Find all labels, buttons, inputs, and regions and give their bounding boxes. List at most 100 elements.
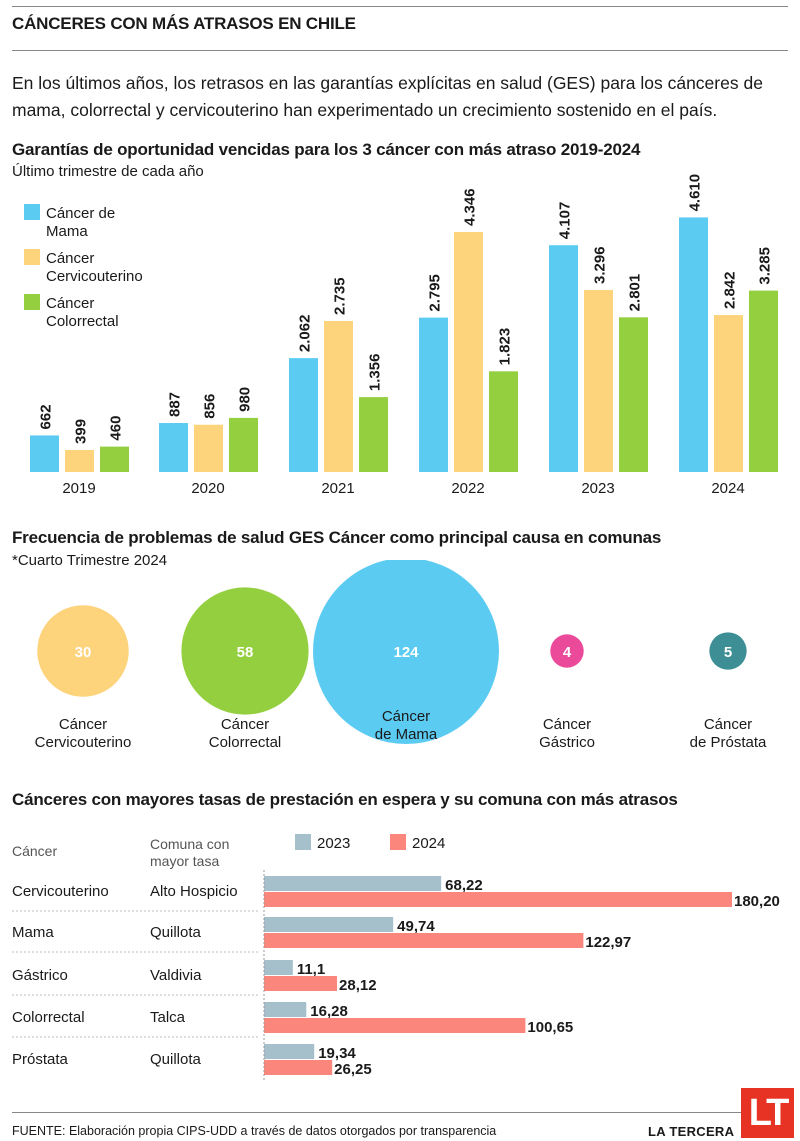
bar-value-label: 460 bbox=[108, 416, 125, 441]
bar-value-label: 2.842 bbox=[722, 272, 739, 310]
bar-value-label: 2.795 bbox=[427, 274, 444, 312]
bar-value-label: 399 bbox=[73, 419, 90, 444]
row-comuna-label: Talca bbox=[150, 1009, 186, 1026]
x-tick-label: 2021 bbox=[321, 480, 354, 497]
bar-value-label: 980 bbox=[237, 387, 254, 412]
bubble-colorrectal bbox=[181, 587, 309, 715]
bar-2023 bbox=[264, 917, 394, 932]
bubble-mama bbox=[313, 560, 499, 744]
row-comuna-label: Valdivia bbox=[150, 967, 202, 984]
bar-cervicouterino-2021 bbox=[324, 320, 353, 472]
footer-rule bbox=[12, 1112, 788, 1113]
section1-subtitle: Último trimestre de cada año bbox=[12, 163, 204, 180]
bar-mama-2024 bbox=[679, 217, 708, 472]
bubble-label: Cáncer bbox=[704, 716, 752, 733]
bar-2023 bbox=[264, 876, 442, 891]
row-cancer-label: Colorrectal bbox=[12, 1009, 85, 1026]
bar-2023-value: 68,22 bbox=[445, 877, 483, 894]
bar-2023-value: 16,28 bbox=[310, 1003, 348, 1020]
bar-2023 bbox=[264, 1044, 315, 1059]
x-tick-label: 2019 bbox=[62, 480, 95, 497]
annual-bar-chart: Cáncer deMamaCáncerCervicouterinoCáncerC… bbox=[24, 174, 778, 497]
section3-title: Cánceres con mayores tasas de prestación… bbox=[12, 790, 678, 809]
bar-cervicouterino-2022 bbox=[454, 232, 483, 472]
title-rule bbox=[12, 50, 788, 51]
bar-value-label: 4.346 bbox=[462, 188, 479, 226]
bar-2024 bbox=[264, 892, 732, 907]
bar-cervicouterino-2023 bbox=[584, 289, 613, 472]
bar-2023-value: 11,1 bbox=[297, 961, 325, 978]
bubble-cervicouterino bbox=[37, 605, 129, 697]
legend-label-2024: 2024 bbox=[412, 835, 445, 852]
row-cancer-label: Mama bbox=[12, 924, 54, 941]
bubble-label: Cáncer bbox=[543, 716, 591, 733]
bubble-gastrico bbox=[550, 634, 584, 668]
bar-2024-value: 28,12 bbox=[339, 977, 377, 994]
row-cancer-label: Cervicouterino bbox=[12, 883, 109, 900]
top-rule bbox=[12, 6, 788, 7]
bar-cervicouterino-2024 bbox=[714, 315, 743, 472]
bar-value-label: 887 bbox=[167, 392, 184, 417]
x-tick-label: 2020 bbox=[191, 480, 224, 497]
bar-value-label: 2.062 bbox=[297, 315, 314, 353]
section1-title: Garantías de oportunidad vencidas para l… bbox=[12, 140, 641, 159]
col-header-cancer: Cáncer bbox=[12, 843, 58, 859]
bar-mama-2020 bbox=[159, 423, 188, 472]
bar-value-label: 2.735 bbox=[332, 277, 349, 315]
bar-mama-2021 bbox=[289, 358, 318, 472]
bar-value-label: 856 bbox=[202, 394, 219, 419]
bar-value-label: 662 bbox=[38, 404, 55, 429]
bar-mama-2023 bbox=[549, 245, 578, 472]
bar-value-label: 1.356 bbox=[367, 354, 384, 392]
x-tick-label: 2024 bbox=[711, 480, 744, 497]
bar-colorrectal-2023 bbox=[619, 317, 648, 472]
bar-2024 bbox=[264, 976, 338, 991]
legend-swatch-cervicouterino bbox=[24, 249, 40, 265]
legend-label-colorrectal: Cáncer bbox=[46, 295, 94, 312]
legend-label-cervicouterino: Cáncer bbox=[46, 250, 94, 267]
bar-2024-value: 180,20 bbox=[734, 893, 780, 910]
section2-title: Frecuencia de problemas de salud GES Cán… bbox=[12, 528, 662, 547]
row-comuna-label: Quillota bbox=[150, 924, 202, 941]
row-comuna-label: Quillota bbox=[150, 1051, 202, 1068]
bar-value-label: 4.107 bbox=[557, 202, 574, 240]
horizontal-bar-chart: 2023 2024 Cervicouterino Alto Hospicio 68,22… bbox=[12, 834, 780, 1082]
bar-2023-value: 19,34 bbox=[318, 1045, 356, 1062]
bar-value-label: 1.823 bbox=[497, 328, 514, 366]
bubble-label: Colorrectal bbox=[209, 734, 282, 751]
col-header-comuna-line1: Comuna con bbox=[150, 836, 230, 852]
bar-cervicouterino-2019 bbox=[65, 449, 94, 472]
row-cancer-label: Próstata bbox=[12, 1051, 69, 1068]
bar-2024-value: 100,65 bbox=[527, 1019, 573, 1036]
legend-swatch-colorrectal bbox=[24, 294, 40, 310]
bubble-value: 5 bbox=[724, 644, 732, 661]
bubble-label: Cáncer bbox=[221, 716, 269, 733]
row-cancer-label: Gástrico bbox=[12, 967, 68, 984]
bubble-label: Cáncer bbox=[59, 716, 107, 733]
legend-swatch-mama bbox=[24, 204, 40, 220]
bar-2024-value: 26,25 bbox=[334, 1061, 372, 1078]
la-tercera-logo: LT bbox=[741, 1088, 794, 1138]
bar-colorrectal-2019 bbox=[100, 446, 129, 472]
bar-value-label: 4.610 bbox=[687, 174, 704, 212]
bar-2024 bbox=[264, 1018, 526, 1033]
bar-colorrectal-2021 bbox=[359, 397, 388, 472]
legend-swatch-2023 bbox=[295, 834, 311, 850]
bar-2024 bbox=[264, 1060, 333, 1075]
bubble-chart: 30CáncerCervicouterino58CáncerColorrecta… bbox=[35, 560, 767, 751]
bar-2024 bbox=[264, 933, 584, 948]
page-title: CÁNCERES CON MÁS ATRASOS EN CHILE bbox=[12, 14, 356, 33]
bar-value-label: 2.801 bbox=[627, 274, 644, 312]
bubble-prostata bbox=[709, 632, 747, 670]
intro-text: En los últimos años, los retrasos en las… bbox=[12, 73, 763, 120]
bubble-label: Cáncer bbox=[382, 708, 430, 725]
footer-brand: LA TERCERA bbox=[648, 1124, 735, 1139]
bar-colorrectal-2020 bbox=[229, 417, 258, 472]
bubble-value: 30 bbox=[75, 644, 92, 661]
bar-colorrectal-2024 bbox=[749, 290, 778, 472]
bar-value-label: 3.285 bbox=[757, 247, 774, 285]
bar-mama-2022 bbox=[419, 317, 448, 472]
bar-2023 bbox=[264, 960, 293, 975]
x-tick-label: 2022 bbox=[451, 480, 484, 497]
bubble-label: Gástrico bbox=[539, 734, 595, 751]
